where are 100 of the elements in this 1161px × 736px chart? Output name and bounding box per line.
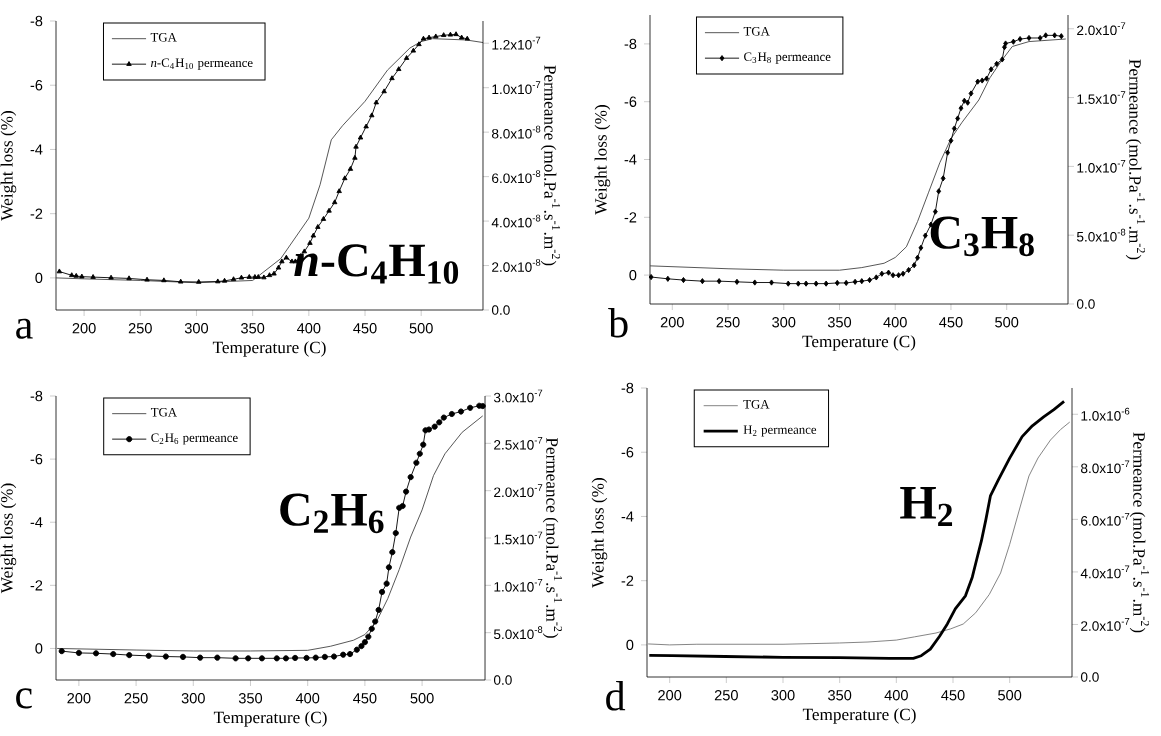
- x-tick-label: 200: [72, 323, 96, 334]
- point: [330, 653, 338, 660]
- x-tick-label: 350: [828, 690, 852, 701]
- point: [453, 31, 459, 37]
- point: [353, 646, 360, 653]
- y-tick-label: -6: [621, 447, 634, 458]
- point: [420, 441, 427, 448]
- y-tick-label: -6: [624, 96, 637, 107]
- point: [342, 175, 348, 181]
- point: [968, 90, 974, 97]
- y-tick-label: -8: [624, 38, 637, 50]
- point: [145, 652, 152, 659]
- point: [178, 278, 184, 284]
- y-tick-label: -4: [30, 144, 43, 155]
- point: [385, 564, 392, 571]
- y-tick-label: -2: [30, 208, 43, 219]
- point: [457, 408, 465, 415]
- point: [162, 653, 169, 660]
- x-tick-label: 500: [998, 690, 1022, 701]
- y2-tick-label: 1.0x10$^{-6}$: [1081, 407, 1130, 421]
- x-tick-label: 250: [716, 317, 740, 328]
- point: [331, 199, 338, 205]
- point: [1017, 36, 1023, 43]
- point: [911, 262, 917, 269]
- point: [310, 232, 317, 238]
- point: [365, 633, 372, 640]
- point: [373, 99, 379, 105]
- point: [769, 279, 774, 286]
- point: [900, 270, 906, 277]
- point: [1003, 40, 1008, 47]
- point: [823, 280, 829, 287]
- point: [890, 272, 896, 279]
- y2-tick-label: 4.0x10$^{-7}$: [1080, 565, 1130, 579]
- point: [886, 269, 891, 276]
- y2-tick-label: 1.0x10$^{-7}$: [492, 81, 541, 95]
- point: [340, 651, 347, 658]
- point: [232, 655, 239, 662]
- point: [320, 216, 327, 221]
- point: [358, 643, 365, 650]
- point: [357, 134, 364, 140]
- y-axis-title: Weight loss (%): [0, 111, 17, 221]
- x-tick-label: 200: [67, 693, 91, 704]
- y2-axis-title: Permeance (mol.Pa$^{-1}$.s$^{-1}$.m$^{-2}$): [1125, 59, 1146, 260]
- point: [312, 654, 319, 661]
- point: [352, 154, 358, 160]
- y2-tick-label: 1.0x10$^{-7}$: [494, 578, 543, 592]
- y-axis-title: Weight loss (%): [591, 478, 608, 588]
- point: [292, 654, 299, 661]
- point: [834, 279, 840, 286]
- point: [932, 208, 938, 215]
- y-tick-label: 0: [35, 643, 43, 654]
- x-tick-label: 200: [658, 690, 682, 701]
- y-tick-label: -2: [621, 575, 634, 586]
- point: [447, 31, 454, 37]
- y2-tick-label: 1.2x10$^{-7}$: [492, 36, 541, 50]
- point: [879, 270, 885, 277]
- point: [1052, 32, 1058, 39]
- annotation: C$_{3}$H$_{8}$: [930, 216, 1034, 257]
- point: [379, 588, 386, 596]
- legend-label: C$_{3}$H$_{8}$ permeance: [744, 52, 831, 64]
- point: [458, 34, 465, 40]
- point: [110, 651, 117, 658]
- y-tick-label: -6: [30, 80, 43, 91]
- point: [179, 653, 187, 660]
- point: [69, 272, 75, 278]
- point: [144, 276, 150, 282]
- point: [859, 278, 865, 285]
- x-tick-label: 200: [660, 317, 684, 328]
- y-tick-label: 0: [626, 639, 634, 651]
- point: [955, 115, 961, 122]
- point: [1026, 34, 1032, 42]
- annotation: C$_{2}$H$_{6}$: [280, 493, 384, 534]
- x-axis-title: Temperature (C): [802, 708, 916, 724]
- point: [681, 277, 686, 284]
- point: [961, 97, 967, 104]
- point: [410, 47, 417, 53]
- point: [915, 254, 920, 261]
- y2-tick-label: 2.0x10$^{-7}$: [494, 484, 543, 498]
- y2-tick-label: 2.5x10$^{-7}$: [494, 436, 543, 450]
- y-tick-label: -4: [624, 154, 637, 165]
- point: [1010, 38, 1016, 45]
- point: [346, 651, 354, 658]
- point: [58, 648, 65, 655]
- point: [275, 264, 282, 270]
- text: d: [606, 681, 626, 711]
- point: [389, 75, 395, 81]
- y-tick-label: -6: [30, 453, 43, 465]
- point: [999, 56, 1005, 63]
- point: [361, 639, 368, 646]
- point: [108, 274, 114, 280]
- y-axis-title: Weight loss (%): [0, 483, 17, 594]
- point: [230, 276, 237, 282]
- point: [252, 274, 258, 279]
- point: [951, 125, 957, 132]
- x-tick-label: 450: [353, 693, 377, 704]
- point: [922, 232, 928, 239]
- y2-tick-label: 8.0x10$^{-7}$: [1081, 460, 1130, 474]
- point: [266, 272, 273, 278]
- x-tick-label: 400: [297, 323, 321, 334]
- y2-tick-label: 1.0x10$^{-7}$: [1077, 160, 1126, 173]
